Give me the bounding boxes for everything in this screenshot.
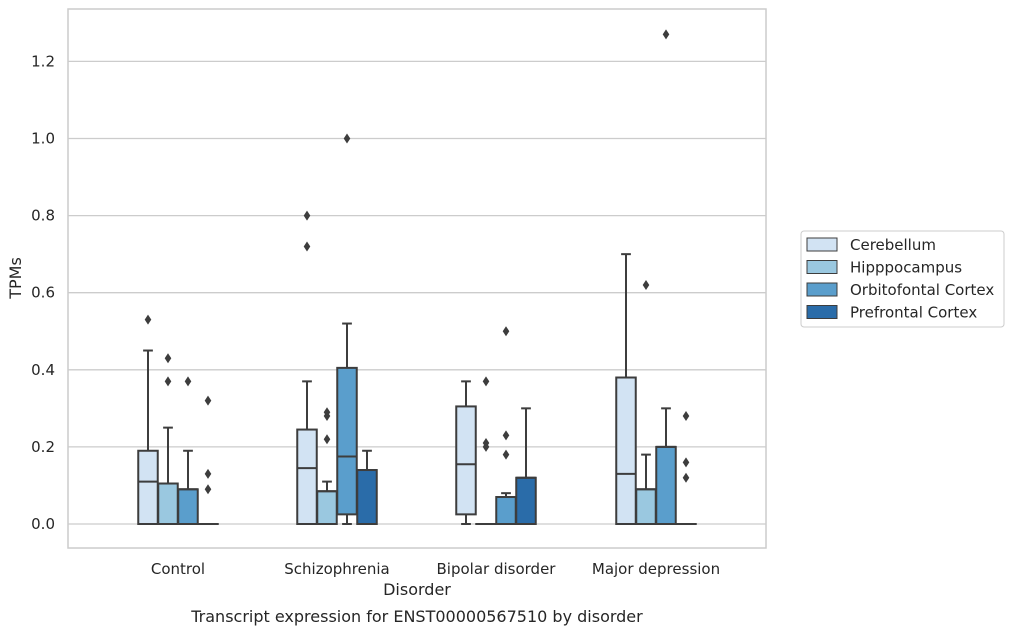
box-plot [495,326,517,526]
box [495,496,517,526]
box [655,445,677,525]
y-tick-label: 0.8 [31,207,55,225]
y-tick-labels: 0.0 0.2 0.4 0.6 0.8 1.0 1.2 [31,52,55,533]
x-axis-title: Disorder [383,580,451,599]
x-tick-labels: Control Schizophrenia Bipolar disorder Majo… [151,560,720,578]
outlier-point [303,210,311,221]
outlier-point [204,395,212,406]
outlier-point [482,438,490,449]
box [336,366,358,516]
outlier-point [682,457,690,468]
outlier-point [164,353,172,364]
box [177,488,199,525]
box [157,482,179,525]
legend-swatch [806,237,838,252]
outlier-point [303,241,311,252]
outlier-point [144,314,152,325]
x-tick-label: Schizophrenia [284,560,389,578]
legend-frame [800,230,1005,328]
outlier-point [642,279,650,290]
plot-frame [67,8,767,549]
box-plot [475,376,497,526]
y-tick-label: 0.0 [31,515,55,533]
y-tick-label: 1.2 [31,52,55,70]
outlier-point [323,407,331,418]
box [515,476,537,525]
box-plot [635,279,657,525]
x-tick-label: Major depression [592,560,720,578]
box-plot [157,353,179,525]
legend-swatch [806,260,838,274]
box-plot [296,210,318,525]
legend-label: Prefrontal Cortex [850,304,977,322]
box [137,449,159,526]
outlier-point [343,133,351,144]
outlier-point [482,376,490,387]
outlier-point [164,376,172,387]
x-tick-label: Bipolar disorder [437,560,557,578]
box [356,469,378,525]
box-plot [137,314,159,526]
legend-swatch [806,282,838,297]
boxes [137,29,697,526]
legend: Cerebellum Hipppocampus Orbitofontal Corte… [800,230,1005,328]
outlier-point [323,434,331,445]
box [615,376,637,526]
box-plot [316,407,338,526]
box [316,490,338,526]
y-tick-label: 1.0 [31,130,55,148]
box-plot [655,29,677,525]
outlier-point [502,326,510,337]
box [635,488,657,525]
y-axis-title: TPMs [6,257,25,300]
box-plot [455,380,477,525]
box-plot [336,133,358,525]
gridlines [68,60,766,525]
legend-label: Cerebellum [850,236,936,254]
y-tick-label: 0.4 [31,361,55,379]
box [296,428,318,525]
box-plot [197,395,219,526]
chart-caption: Transcript expression for ENST0000056751… [190,607,643,626]
outlier-point [204,468,212,479]
box-plot [356,449,378,525]
outlier-point [682,411,690,422]
legend-swatch [806,305,838,319]
outlier-point [502,430,510,441]
box-plot [675,411,697,526]
outlier-point [184,376,192,387]
outlier-point [662,29,670,40]
y-tick-label: 0.2 [31,438,55,456]
box-plot [177,376,199,525]
outlier-point [502,449,510,460]
legend-label: Hipppocampus [850,259,962,277]
box [455,405,477,516]
x-tick-label: Control [151,560,205,578]
legend-label: Orbitofontal Cortex [850,281,994,299]
box-plot [515,407,537,525]
outlier-point [204,484,212,495]
box-plot [615,253,637,526]
outlier-point [682,472,690,483]
y-tick-label: 0.6 [31,284,55,302]
